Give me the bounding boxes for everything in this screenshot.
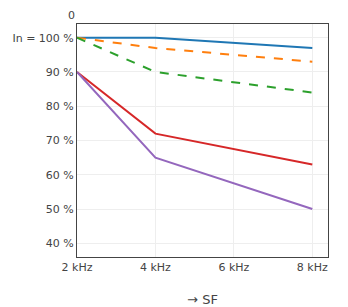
svg-text:80 %: 80 % xyxy=(46,100,74,113)
svg-text:50 %: 50 % xyxy=(46,203,74,216)
svg-text:→ SF: → SF xyxy=(187,292,218,307)
svg-text:0: 0 xyxy=(68,9,75,22)
svg-text:4 kHz: 4 kHz xyxy=(140,261,171,274)
svg-text:40 %: 40 % xyxy=(46,237,74,250)
svg-text:90 %: 90 % xyxy=(46,66,74,79)
svg-text:In = 100 %: In = 100 % xyxy=(12,32,73,45)
svg-text:8 kHz: 8 kHz xyxy=(297,261,328,274)
svg-text:70 %: 70 % xyxy=(46,134,74,147)
svg-text:60 %: 60 % xyxy=(46,169,74,182)
svg-text:6 kHz: 6 kHz xyxy=(218,261,249,274)
svg-text:2 kHz: 2 kHz xyxy=(62,261,93,274)
